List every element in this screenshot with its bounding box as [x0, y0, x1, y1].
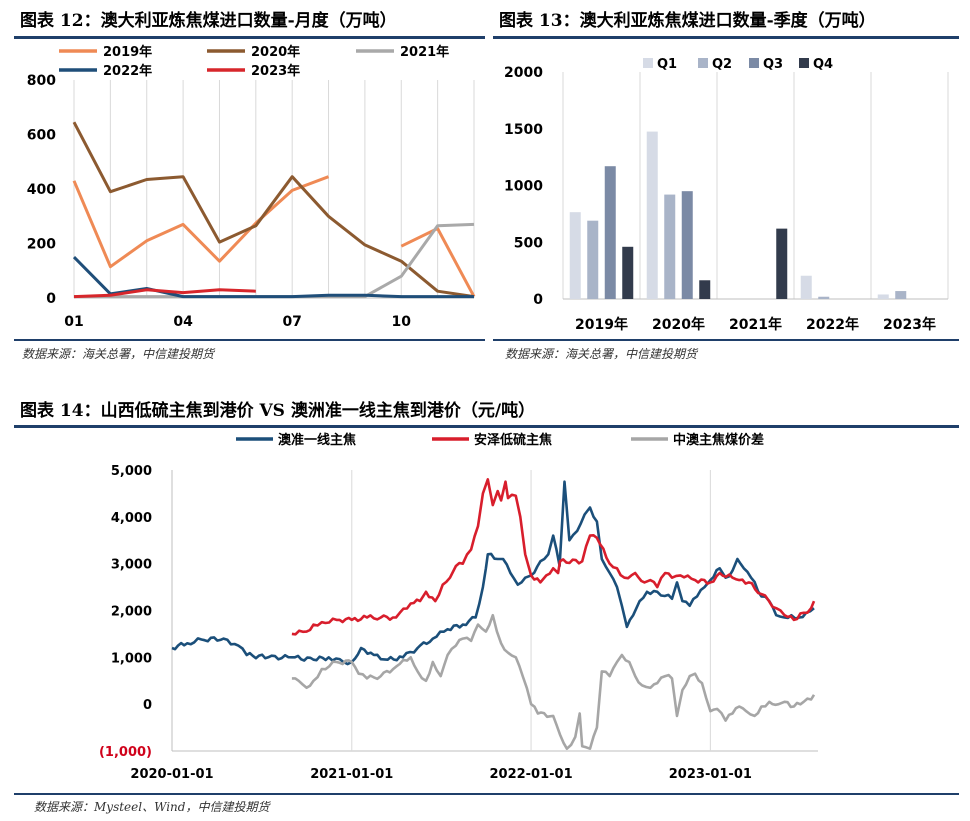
series-line-安泽低硫主焦: [291, 478, 816, 636]
title-rule-quarterly: [493, 36, 959, 39]
source-note-quarterly: 数据来源：海关总署，中信建投期货: [505, 347, 698, 361]
source-note-prices: 数据来源：Mysteel、Wind，中信建投期货: [34, 800, 270, 814]
bar-2023年-Q2: [895, 291, 907, 299]
legend-label: Q1: [657, 57, 677, 72]
y-tick-label: 1,000: [111, 651, 152, 666]
y-tick-label: 2,000: [111, 605, 152, 620]
y-tick-label: 4,000: [111, 511, 152, 526]
x-tick-label: 2020年: [652, 316, 705, 333]
x-tick-label: 2019年: [575, 316, 628, 333]
y-tick-label: 1500: [504, 122, 543, 138]
bar-2020年-Q2: [664, 194, 676, 299]
y-tick-label: 3,000: [111, 558, 152, 573]
bar-2021年-Q4: [776, 228, 788, 299]
source-rule-quarterly: [493, 339, 959, 341]
title-rule-prices: [14, 425, 959, 428]
y-tick-label: 2000: [504, 65, 543, 81]
y-tick-label: 0: [46, 291, 56, 307]
chart-title-quarterly: 图表 13：澳大利亚炼焦煤进口数量-季度（万吨）: [499, 11, 876, 31]
x-tick-label: 04: [173, 314, 193, 330]
bar-2022年-Q2: [818, 296, 830, 299]
source-note-monthly: 数据来源：海关总署，中信建投期货: [22, 347, 215, 361]
y-tick-label: 800: [27, 73, 56, 89]
legend-swatch: [749, 58, 759, 68]
price-line-chart: 2020-01-01 2021-01-01 2022-01-01 2023-01-01…: [99, 432, 818, 782]
bar-2019年-Q4: [622, 246, 634, 299]
y-tick-label: 0: [533, 292, 543, 308]
legend-label: 2020年: [251, 44, 300, 60]
y-tick-label: (1,000): [99, 745, 152, 760]
quarterly-bar-chart: 0 500 1000 1500 2000 2019年 2020年 2021年 2022年 2023…: [504, 57, 949, 333]
x-tick-label: 07: [282, 314, 301, 330]
y-tick-label: 400: [27, 182, 56, 198]
x-tick-label: 01: [64, 314, 83, 330]
legend-label: 2022年: [103, 63, 152, 79]
y-tick-label: 500: [514, 235, 543, 251]
monthly-line-chart: 0 200 400 600 800 01 04 07 10 2019年 2020年 2021年 2022…: [27, 44, 476, 330]
x-tick-label: 2022-01-01: [489, 767, 572, 782]
x-tick-label: 10: [392, 314, 412, 330]
bar-2023年-Q1: [877, 294, 889, 299]
series-line-中澳主焦煤价差: [291, 613, 816, 750]
bar-2020年-Q3: [681, 191, 693, 299]
x-tick-label: 2023年: [883, 316, 936, 333]
y-tick-label: 1000: [504, 179, 543, 195]
legend-swatch: [799, 58, 809, 68]
legend-label: 中澳主焦煤价差: [673, 432, 764, 448]
title-rule-monthly: [14, 36, 485, 39]
bar-2019年-Q1: [569, 212, 581, 299]
series-line-2021年: [74, 222, 475, 299]
chart-title-prices: 图表 14：山西低硫主焦到港价 VS 澳洲准一线主焦到港价（元/吨）: [20, 401, 536, 421]
y-tick-label: 600: [27, 128, 56, 144]
x-tick-label: 2021-01-01: [310, 767, 393, 782]
legend-label: 澳准一线主焦: [278, 432, 356, 448]
legend-label: 2023年: [251, 63, 300, 79]
y-tick-label: 200: [27, 237, 56, 253]
legend-label: Q4: [813, 57, 833, 72]
legend-swatch: [643, 58, 653, 68]
x-tick-label: 2021年: [729, 316, 782, 333]
legend-label: Q3: [763, 57, 783, 72]
x-tick-label: 2020-01-01: [130, 767, 213, 782]
bar-2022年-Q1: [800, 275, 812, 299]
legend-label: Q2: [712, 57, 732, 72]
legend-swatch: [698, 58, 708, 68]
series-line-2020年: [72, 121, 475, 299]
bar-2019年-Q3: [604, 166, 616, 299]
bar-2020年-Q4: [699, 280, 711, 299]
legend-label: 2021年: [400, 44, 449, 60]
y-tick-label: 0: [143, 698, 152, 713]
x-tick-label: 2023-01-01: [669, 767, 752, 782]
legend-label: 2019年: [103, 44, 152, 60]
y-tick-label: 5,000: [111, 464, 152, 479]
legend-label: 安泽低硫主焦: [474, 432, 552, 448]
bar-2020年-Q1: [646, 131, 658, 299]
bar-2019年-Q2: [587, 220, 599, 299]
x-tick-label: 2022年: [806, 316, 859, 333]
series-line-2019年: [72, 175, 476, 298]
series-line-2023年: [73, 288, 256, 299]
source-rule-monthly: [14, 339, 485, 341]
series-line-澳准一线主焦: [171, 480, 815, 666]
chart-title-monthly: 图表 12：澳大利亚炼焦煤进口数量-月度（万吨）: [20, 11, 397, 31]
source-rule-prices: [14, 793, 959, 795]
